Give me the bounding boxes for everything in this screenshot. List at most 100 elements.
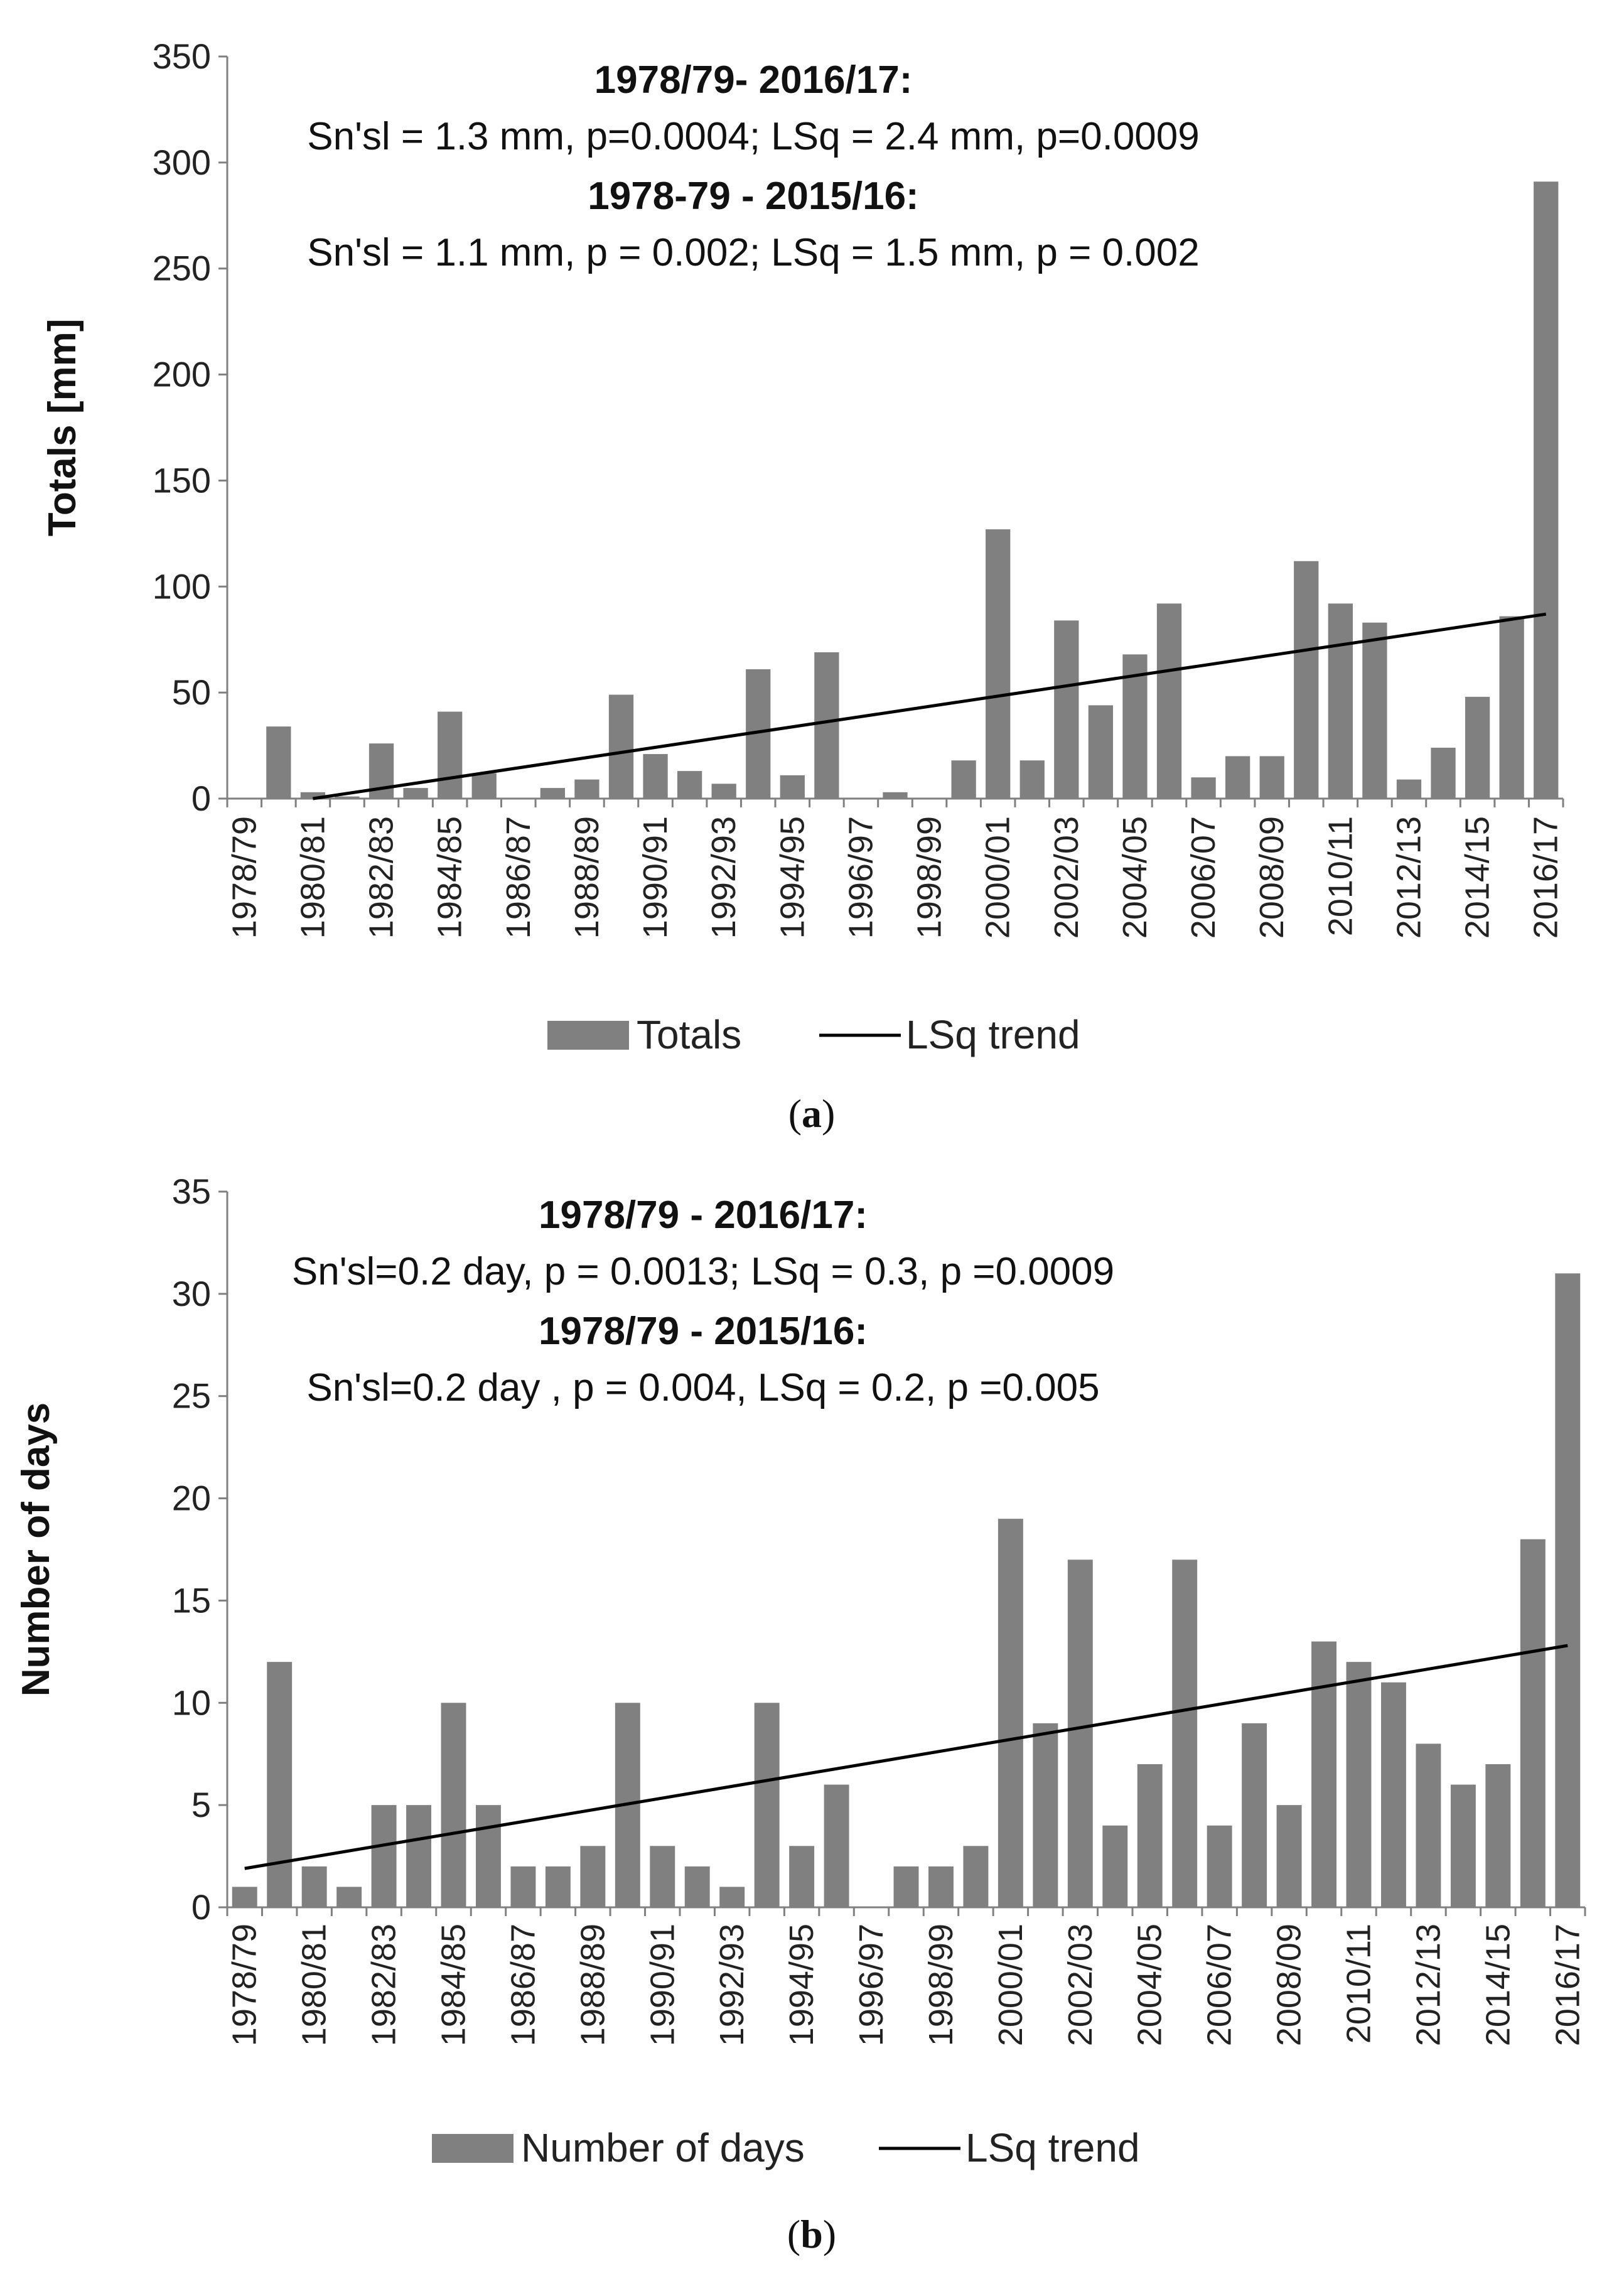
panel-a-bar (1431, 747, 1456, 799)
panel-a-bar (335, 796, 360, 799)
panel-b-x-tick-label: 1982/83 (365, 1924, 403, 2046)
panel-a-y-axis-title: Totals [mm] (41, 319, 84, 537)
panel-b-legend-bar-label: Number of days (521, 2125, 805, 2170)
panel-a-legend-bar-swatch (547, 1021, 629, 1050)
panel-b-x-tick-label: 2016/17 (1549, 1924, 1586, 2046)
panel-b-x-tick-label: 2014/15 (1479, 1924, 1517, 2046)
panel-b-x-tick-label: 2010/11 (1340, 1924, 1378, 2044)
panel-a-bar (1396, 779, 1422, 799)
panel-a-y-tick-label: 300 (153, 143, 211, 182)
panel-a-chart: 0 50 100 150 200 250 300 350 Totals [mm] 1978/79 1… (41, 36, 1565, 1136)
panel-b-bar (789, 1846, 815, 1907)
panel-b-bar (998, 1519, 1023, 1907)
panel-b-y-tick-label: 25 (172, 1376, 211, 1416)
panel-a-x-tick-label: 2010/11 (1321, 816, 1359, 936)
panel-b-annotation: Sn'sl=0.2 day , p = 0.004, LSq = 0.2, p … (306, 1366, 1099, 1409)
panel-b-x-tick-label: 1980/81 (296, 1924, 333, 2046)
panel-b-x-tick-label: 1986/87 (504, 1924, 542, 2046)
panel-a-y-tick-label: 0 (191, 778, 211, 818)
panel-a-x-tick-label: 2012/13 (1390, 816, 1428, 939)
panel-b-bar (1033, 1723, 1058, 1907)
panel-b-bar (1380, 1682, 1406, 1907)
panel-a-bar (677, 771, 702, 799)
panel-a-x-tick-label: 2008/09 (1253, 816, 1291, 939)
panel-b-x-tick-label: 1992/93 (713, 1924, 751, 2046)
panel-a-x-tick-label: 1998/99 (911, 816, 949, 939)
panel-a-y-tick-label: 350 (153, 36, 211, 76)
panel-b-x-tick-label: 1998/99 (922, 1924, 960, 2046)
panel-b-chart: 0 5 10 15 20 25 30 35 Number of days 1978/79 1980/… (14, 1172, 1586, 2256)
panel-b-bar (1485, 1764, 1511, 1907)
panel-a-legend-line-label: LSq trend (906, 1012, 1080, 1057)
panel-a-bar (1156, 603, 1182, 799)
panel-a-bar (1499, 616, 1524, 799)
panel-a-bar (1465, 696, 1490, 799)
panel-a-x-tick-label: 1978/79 (225, 816, 263, 939)
panel-a-annotation: 1978/79- 2016/17: (594, 58, 913, 102)
panel-a-x-tick-label: 1992/93 (705, 816, 743, 939)
panel-b-bar (1450, 1784, 1476, 1907)
panel-b-bar (580, 1846, 606, 1907)
panel-a-bar (1328, 603, 1353, 799)
panel-b-label: (b) (787, 2212, 836, 2256)
panel-b-bar (1416, 1743, 1441, 1907)
panel-a-y-tick-label: 200 (153, 355, 211, 394)
panel-b-y-tick-label: 10 (172, 1683, 211, 1722)
panel-b-bar (1207, 1825, 1232, 1907)
panel-a-bar (471, 773, 497, 799)
panel-b-x-tick-label: 2002/03 (1062, 1924, 1099, 2046)
panel-a-x-tick-label: 1996/97 (842, 816, 879, 939)
panel-a-legend-bar-label: Totals (637, 1012, 741, 1057)
panel-a-bar (711, 784, 736, 799)
panel-a-y-tick-label: 50 (172, 672, 211, 712)
panel-a-x-tick-label: 1984/85 (431, 816, 469, 939)
panel-a-bar (780, 775, 805, 799)
panel-a-bar (300, 792, 326, 799)
panel-a-bar (643, 754, 668, 799)
panel-b-bar (684, 1866, 710, 1907)
panel-a-x-tick-label: 1982/83 (363, 816, 401, 939)
panel-a-bar (883, 792, 908, 799)
panel-b-bar (754, 1703, 780, 1907)
panel-a-y-tick-label: 150 (153, 460, 211, 500)
panel-b-bar (301, 1866, 327, 1907)
panel-a-bar (1191, 777, 1216, 799)
panel-b-x-tick-label: 1978/79 (226, 1924, 264, 2046)
panel-b-y-axis-title: Number of days (14, 1403, 58, 1697)
panel-a-x-tick-label: 1986/87 (500, 816, 537, 939)
panel-a-bar (438, 711, 463, 799)
panel-b-annotation: Sn'sl=0.2 day, p = 0.0013; LSq = 0.3, p … (292, 1250, 1114, 1293)
panel-b-bar (406, 1805, 432, 1907)
panel-b-x-tick-label: 2006/07 (1201, 1924, 1239, 2046)
panel-b-x-tick-label: 1994/95 (783, 1924, 820, 2046)
panel-a-bar (574, 779, 600, 799)
panel-b-annotation: 1978/79 - 2016/17: (539, 1193, 868, 1237)
panel-a-label: (a) (788, 1091, 836, 1136)
panel-a-bar (1054, 620, 1079, 799)
panel-b-bar (1102, 1825, 1128, 1907)
panel-b-bar (441, 1703, 466, 1907)
panel-b-bar (1276, 1805, 1302, 1907)
panel-b-y-tick-label: 15 (172, 1580, 211, 1620)
panel-a-bar (1362, 622, 1387, 799)
panel-a-y-tick-label: 100 (153, 566, 211, 606)
panel-a-x-tick-label: 2004/05 (1116, 816, 1154, 939)
panel-a-bar (1122, 654, 1148, 799)
panel-a-bar (403, 788, 428, 799)
panel-b-bar (650, 1846, 675, 1907)
panel-b-bar (1067, 1559, 1093, 1907)
panel-a-bar (1294, 561, 1319, 799)
panel-b-bar (824, 1784, 849, 1907)
panel-b-x-tick-label: 1984/85 (435, 1924, 473, 2046)
panel-b-x-tick-label: 2004/05 (1131, 1924, 1169, 2046)
panel-b-bar (1172, 1559, 1198, 1907)
panel-b-annotation: 1978/79 - 2015/16: (539, 1310, 868, 1353)
panel-b-bar (1555, 1273, 1581, 1907)
panel-b-bar (267, 1662, 293, 1907)
panel-a-x-tick-label: 1994/95 (773, 816, 811, 939)
panel-b-x-tick-label: 1990/91 (643, 1924, 681, 2046)
panel-b-y-tick-label: 35 (172, 1172, 211, 1211)
panel-a-bar (1088, 705, 1114, 799)
